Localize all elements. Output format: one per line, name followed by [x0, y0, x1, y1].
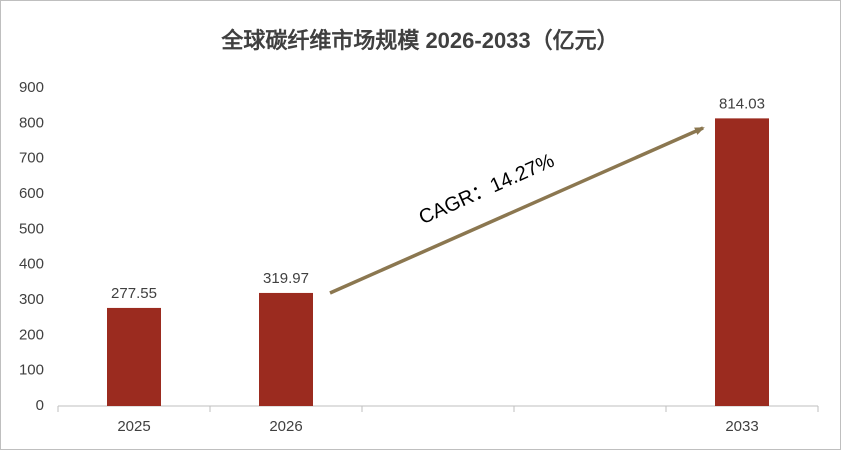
y-tick-label: 800: [19, 114, 44, 131]
y-tick-label: 600: [19, 185, 44, 202]
x-tick-label: 2026: [269, 418, 302, 435]
bar: [715, 118, 769, 406]
y-tick-label: 100: [19, 362, 44, 379]
y-tick-label: 0: [36, 397, 44, 414]
y-tick-label: 300: [19, 291, 44, 308]
y-tick-label: 900: [19, 79, 44, 96]
x-tick-label: 2033: [725, 418, 758, 435]
x-tick-label: 2025: [117, 418, 150, 435]
value-label: 319.97: [263, 270, 309, 287]
y-tick-label: 400: [19, 256, 44, 273]
y-tick-label: 500: [19, 220, 44, 237]
y-tick-label: 200: [19, 326, 44, 343]
value-label: 277.55: [111, 285, 157, 302]
chart-title: 全球碳纤维市场规模 2026-2033（亿元）: [220, 28, 618, 53]
value-label: 814.03: [719, 95, 765, 112]
bar: [107, 307, 161, 406]
y-tick-label: 700: [19, 150, 44, 167]
cagr-arrow: [329, 126, 705, 295]
bar: [259, 292, 313, 406]
